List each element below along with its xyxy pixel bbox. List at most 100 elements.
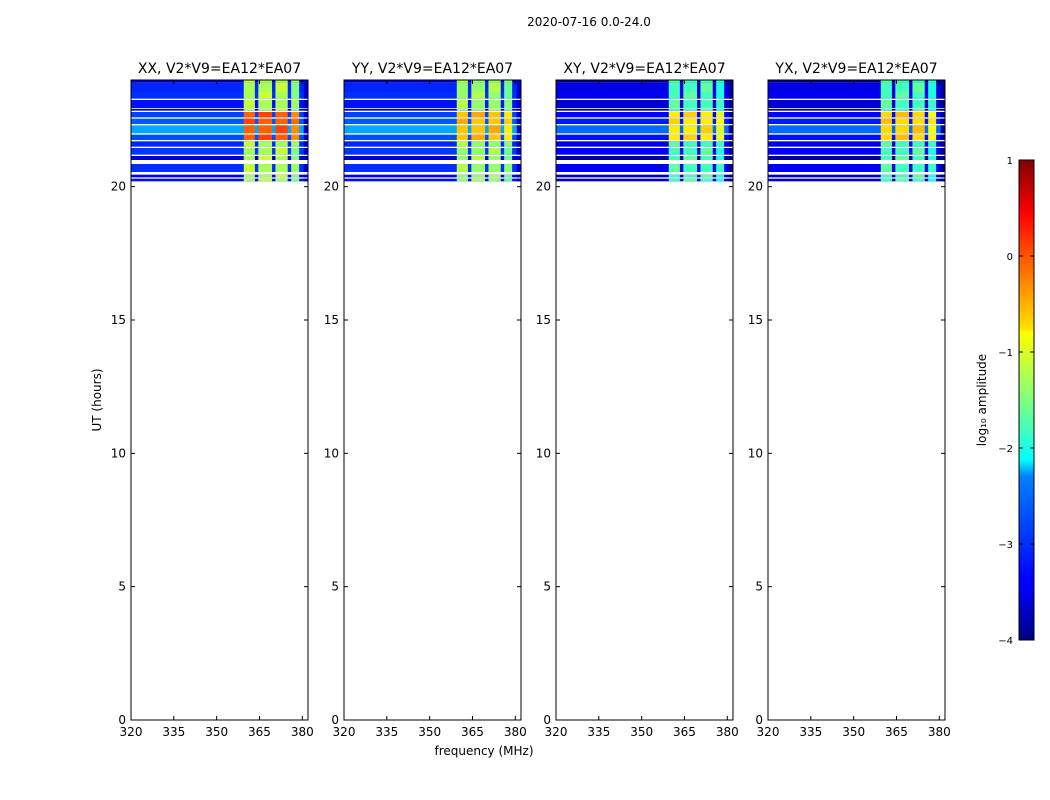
panel: XX, V2*V9=EA12*EA07 320 335 350 365 380 0 5 10 15…: [111, 61, 314, 739]
rfi-cell: [258, 82, 273, 92]
y-tick-label: 0: [543, 713, 551, 727]
rfi-cell: [895, 174, 910, 178]
heatmap-edge: [728, 82, 733, 92]
rfi-cell: [291, 174, 300, 178]
heatmap-edge: [940, 82, 945, 92]
rfi-cell: [928, 108, 937, 111]
colorbar-label: log₁₀ amplitude: [975, 354, 989, 446]
heatmap-strip: [768, 156, 945, 160]
heatmap-strip: [556, 125, 733, 134]
rfi-cell: [504, 118, 513, 124]
rfi-cell: [895, 82, 910, 92]
rfi-cell: [504, 164, 513, 172]
heatmap-edge: [940, 156, 945, 160]
heatmap-edge: [728, 112, 733, 118]
rfi-cell: [275, 80, 288, 83]
rfi-cell: [668, 178, 680, 182]
colorbar-gradient: [1018, 159, 1035, 641]
heatmap-strip: [344, 164, 521, 172]
rfi-cell: [700, 80, 713, 83]
x-axis-label: frequency (MHz): [434, 744, 533, 758]
rfi-cell: [700, 141, 713, 147]
rfi-cell: [683, 100, 698, 108]
heatmap-strip: [131, 178, 308, 182]
rfi-cell: [456, 134, 468, 140]
rfi-cell: [928, 80, 937, 83]
rfi-cell: [243, 100, 255, 108]
rfi-cell: [488, 174, 501, 178]
heatmap-strip: [768, 100, 945, 108]
heatmap-edge: [940, 174, 945, 178]
rfi-cell: [471, 80, 486, 83]
y-tick-label: 15: [536, 313, 551, 327]
heatmap-strip: [344, 141, 521, 147]
colorbar-tick-label: 1: [1007, 156, 1013, 167]
rfi-cell: [683, 178, 698, 182]
rfi-cell: [716, 118, 725, 124]
rfi-cell: [456, 164, 468, 172]
heatmap-edge: [303, 134, 308, 140]
x-tick-label: 380: [716, 725, 739, 739]
rfi-cell: [275, 174, 288, 178]
rfi-cell: [243, 80, 255, 83]
heatmap-strip: [131, 100, 308, 108]
heatmap-edge: [516, 164, 521, 172]
y-tick-label: 5: [118, 580, 126, 594]
rfi-cell: [504, 108, 513, 111]
rfi-cell: [456, 80, 468, 83]
rfi-cell: [668, 148, 680, 155]
heatmap-edge: [303, 141, 308, 147]
rfi-cell: [912, 112, 925, 118]
rfi-cell: [700, 108, 713, 111]
y-tick-label: 15: [324, 313, 339, 327]
heatmap-edge: [516, 134, 521, 140]
rfi-cell: [683, 108, 698, 111]
heatmap-edge: [516, 82, 521, 92]
rfi-cell: [456, 92, 468, 99]
y-tick-label: 20: [111, 180, 126, 194]
rfi-cell: [668, 100, 680, 108]
panel-title: XY, V2*V9=EA12*EA07: [563, 61, 725, 77]
rfi-cell: [488, 92, 501, 99]
axes-frame: [130, 79, 309, 721]
rfi-cell: [275, 125, 288, 134]
y-tick-label: 10: [536, 446, 551, 460]
rfi-cell: [291, 134, 300, 140]
heatmap-strip: [344, 174, 521, 178]
colorbar-ticks: 1 0 −1 −2 −3 −4: [998, 156, 1034, 647]
heatmap-strip: [768, 80, 945, 83]
heatmap-strip: [131, 164, 308, 172]
rfi-cell: [291, 178, 300, 182]
rfi-cell: [912, 148, 925, 155]
rfi-cell: [880, 118, 892, 124]
heatmap-edge: [516, 174, 521, 178]
heatmap-strip: [344, 156, 521, 160]
x-tick-label: 350: [205, 725, 228, 739]
heatmap-edge: [940, 92, 945, 99]
heatmap-edge: [728, 148, 733, 155]
heatmap-strip: [344, 178, 521, 182]
rfi-cell: [275, 141, 288, 147]
rfi-cell: [928, 118, 937, 124]
rfi-cell: [716, 100, 725, 108]
heatmap-strip: [344, 92, 521, 99]
heatmap-strip: [556, 108, 733, 111]
heatmap-edge: [516, 108, 521, 111]
rfi-cell: [488, 148, 501, 155]
heatmap-strip: [344, 112, 521, 118]
heatmap-edge: [728, 100, 733, 108]
rfi-cell: [488, 134, 501, 140]
rfi-cell: [291, 141, 300, 147]
rfi-cell: [471, 156, 486, 160]
rfi-cell: [928, 141, 937, 147]
rfi-cell: [895, 178, 910, 182]
rfi-cell: [880, 108, 892, 111]
x-tick-label: 335: [799, 725, 822, 739]
heatmap-edge: [303, 108, 308, 111]
rfi-cell: [258, 100, 273, 108]
heatmap-edge: [940, 178, 945, 182]
rfi-cell: [488, 178, 501, 182]
heatmap-strip: [344, 134, 521, 140]
y-tick-label: 5: [543, 580, 551, 594]
heatmap-edge: [728, 80, 733, 83]
